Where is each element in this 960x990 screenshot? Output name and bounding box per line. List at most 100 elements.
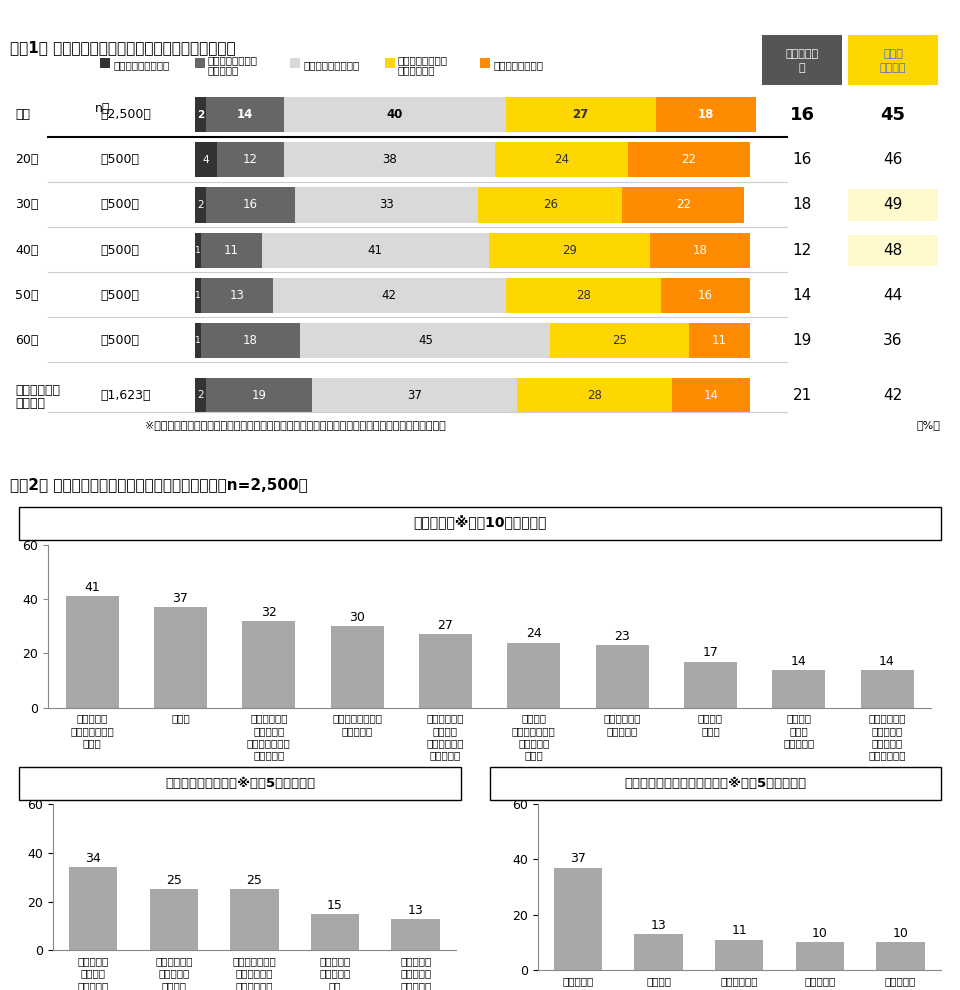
Text: 11: 11 — [732, 925, 747, 938]
Text: しっかりできている: しっかりできている — [113, 59, 169, 69]
Text: 2: 2 — [197, 200, 204, 210]
Text: 4: 4 — [203, 154, 209, 165]
FancyBboxPatch shape — [516, 378, 672, 413]
Text: できている: できている — [785, 49, 819, 58]
Text: 1: 1 — [195, 336, 201, 345]
Text: コミュニケーションの備え　※上位5項目を抜粋: コミュニケーションの備え ※上位5項目を抜粋 — [624, 777, 806, 790]
FancyBboxPatch shape — [195, 143, 217, 177]
Text: 14: 14 — [792, 288, 811, 303]
Text: どちらかといえば: どちらかといえば — [208, 54, 258, 64]
Text: ※防災の必要性を感じる：防災の必要性を感じる質問に対し「とても＋ややそう思う」と回答した人: ※防災の必要性を感じる：防災の必要性を感じる質問に対し「とても＋ややそう思う」と… — [145, 421, 445, 431]
FancyBboxPatch shape — [295, 187, 478, 223]
Text: （500）: （500） — [100, 198, 139, 212]
Text: 16: 16 — [792, 152, 812, 167]
Text: 22: 22 — [676, 198, 691, 212]
Text: 2: 2 — [197, 110, 204, 120]
Text: 38: 38 — [382, 153, 396, 166]
Text: 13: 13 — [229, 289, 244, 302]
Text: 19: 19 — [792, 333, 812, 347]
FancyBboxPatch shape — [506, 277, 661, 313]
FancyBboxPatch shape — [550, 323, 689, 357]
FancyBboxPatch shape — [622, 187, 744, 223]
FancyBboxPatch shape — [206, 97, 284, 133]
Text: 16: 16 — [243, 198, 258, 212]
FancyBboxPatch shape — [201, 323, 300, 357]
Text: できている: できている — [208, 64, 239, 75]
FancyBboxPatch shape — [300, 323, 550, 357]
Bar — [311, 914, 359, 950]
Bar — [554, 867, 602, 970]
Bar — [772, 669, 826, 708]
Bar — [876, 942, 924, 970]
Text: 29: 29 — [563, 244, 577, 256]
Text: 21: 21 — [792, 388, 811, 403]
Text: どちらともいえない: どちらともいえない — [303, 59, 359, 69]
FancyBboxPatch shape — [480, 57, 490, 67]
Bar — [684, 661, 737, 708]
FancyBboxPatch shape — [217, 143, 284, 177]
Text: （500）: （500） — [100, 244, 139, 256]
Text: 14: 14 — [704, 389, 719, 402]
Text: （500）: （500） — [100, 289, 139, 302]
Text: 48: 48 — [883, 243, 902, 257]
FancyBboxPatch shape — [273, 277, 506, 313]
FancyBboxPatch shape — [195, 233, 201, 267]
Bar — [796, 942, 844, 970]
FancyBboxPatch shape — [848, 189, 938, 221]
Bar — [154, 607, 207, 708]
Text: 12: 12 — [243, 153, 258, 166]
Text: 18: 18 — [243, 334, 258, 346]
Text: （%）: （%） — [916, 421, 940, 431]
Text: 18: 18 — [697, 108, 714, 122]
Text: （2,500）: （2,500） — [100, 108, 151, 122]
Text: 19: 19 — [252, 389, 266, 402]
Text: 23: 23 — [614, 630, 630, 644]
Text: 13: 13 — [651, 919, 666, 932]
FancyBboxPatch shape — [261, 233, 490, 267]
Text: 40: 40 — [387, 108, 403, 122]
Text: 37: 37 — [570, 852, 586, 865]
Text: 25: 25 — [612, 334, 627, 346]
Text: 10: 10 — [893, 928, 908, 940]
Text: 15: 15 — [327, 899, 343, 912]
Bar — [635, 935, 683, 970]
Text: 20代: 20代 — [15, 153, 38, 166]
Text: 防災の必要性: 防災の必要性 — [15, 384, 60, 397]
Text: を感じる: を感じる — [15, 397, 45, 410]
Bar — [715, 940, 763, 970]
Text: 30代: 30代 — [15, 198, 38, 212]
Text: 14: 14 — [237, 108, 253, 122]
Text: 24: 24 — [526, 628, 541, 641]
Text: 37: 37 — [407, 389, 421, 402]
Text: 26: 26 — [542, 198, 558, 212]
Text: 18: 18 — [692, 244, 708, 256]
Bar — [860, 669, 914, 708]
FancyBboxPatch shape — [206, 378, 312, 413]
Text: 37: 37 — [173, 592, 188, 605]
Text: 33: 33 — [379, 198, 394, 212]
Text: 全くできていない: 全くできていない — [493, 59, 543, 69]
Text: 2: 2 — [197, 390, 204, 400]
FancyBboxPatch shape — [195, 97, 206, 133]
Text: 18: 18 — [792, 197, 811, 213]
Text: どちらかといえば: どちらかといえば — [398, 54, 448, 64]
FancyBboxPatch shape — [201, 233, 261, 267]
Text: 13: 13 — [408, 904, 423, 917]
Text: 60代: 60代 — [15, 334, 38, 346]
FancyBboxPatch shape — [206, 187, 295, 223]
Text: 11: 11 — [224, 244, 239, 256]
Text: 50代: 50代 — [15, 289, 38, 302]
FancyBboxPatch shape — [650, 233, 750, 267]
Text: 14: 14 — [791, 654, 806, 667]
FancyBboxPatch shape — [201, 277, 273, 313]
FancyBboxPatch shape — [494, 143, 628, 177]
FancyBboxPatch shape — [661, 277, 750, 313]
Text: 28: 28 — [576, 289, 591, 302]
Text: 45: 45 — [418, 334, 433, 346]
Text: 1: 1 — [195, 291, 201, 300]
Text: 室内・室外の備え　※上位5項目を抜粋: 室内・室外の備え ※上位5項目を抜粋 — [165, 777, 315, 790]
Text: 14: 14 — [879, 654, 895, 667]
FancyBboxPatch shape — [490, 767, 941, 800]
Text: 44: 44 — [883, 288, 902, 303]
Bar — [595, 645, 649, 708]
